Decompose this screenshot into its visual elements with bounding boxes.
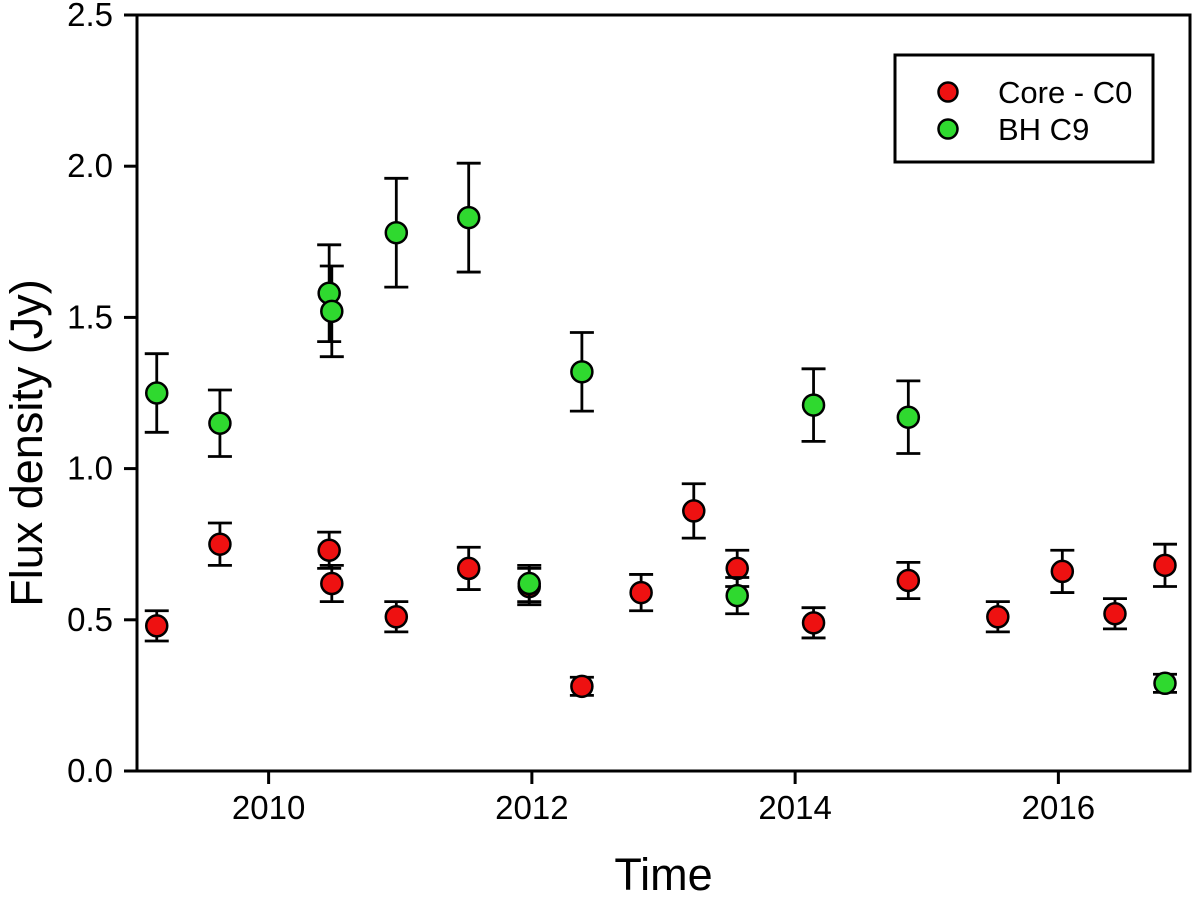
axis-ticks: 2010 2012 2014 2016 0.0 0.5 1.0 1.5 2.0 2.5: [67, 0, 1095, 826]
y-axis-label: Flux density (Jy): [1, 279, 52, 607]
x-tick-label: 2010: [232, 789, 305, 826]
bh-c9-data-point: [570, 360, 594, 384]
core-c0-data-point: [986, 605, 1010, 629]
bh-c9-data-point: [456, 205, 481, 230]
core-c0-data-point: [1153, 553, 1177, 578]
bh-c9-data-point: [144, 381, 169, 405]
legend-label-bh-c9: BH C9: [998, 112, 1089, 147]
x-tick-label: 2016: [1022, 789, 1095, 826]
core-c0-data-point: [801, 611, 826, 635]
core-c0-data-point: [320, 571, 344, 596]
legend-marker-core-c0: [937, 81, 959, 103]
bh-c9-data-point: [320, 299, 344, 324]
bh-c9-data-point: [208, 411, 232, 435]
x-axis-label: Time: [614, 849, 712, 900]
x-tick-label: 2014: [758, 789, 831, 826]
legend-marker-bh-c9: [937, 118, 959, 140]
x-tick-label: 2012: [495, 789, 568, 826]
core-c0-data-point: [456, 556, 481, 581]
y-tick-label: 1.5: [67, 298, 113, 335]
bh-c9-series: [144, 161, 1177, 696]
bh-c9-data-point: [1153, 671, 1177, 696]
core-c0-data-point: [682, 499, 706, 523]
core-c0-data-point: [1050, 559, 1075, 584]
bh-c9-data-point: [896, 405, 921, 429]
core-c0-data-point: [896, 568, 921, 593]
core-c0-data-point: [570, 674, 594, 699]
core-c0-data-point: [629, 580, 653, 605]
y-tick-label: 2.0: [67, 147, 113, 184]
core-c0-series: [144, 482, 1177, 699]
y-tick-label: 1.0: [67, 450, 113, 487]
y-tick-label: 2.5: [67, 0, 113, 33]
core-c0-data-point: [144, 614, 169, 638]
core-c0-data-point: [317, 538, 341, 562]
y-tick-label: 0.0: [67, 752, 113, 789]
bh-c9-data-point: [384, 220, 409, 245]
legend-box: [893, 53, 1155, 164]
plot-frame: [135, 13, 1192, 773]
y-tick-label: 0.5: [67, 601, 113, 638]
core-c0-data-point: [208, 532, 232, 556]
legend-label-core-c0: Core - C0: [998, 75, 1132, 110]
bh-c9-data-point: [801, 393, 826, 417]
core-c0-data-point: [725, 556, 749, 581]
core-c0-data-point: [1103, 602, 1127, 626]
bh-c9-data-point: [517, 571, 541, 596]
bh-c9-data-point: [725, 583, 749, 608]
core-c0-data-point: [384, 605, 409, 629]
